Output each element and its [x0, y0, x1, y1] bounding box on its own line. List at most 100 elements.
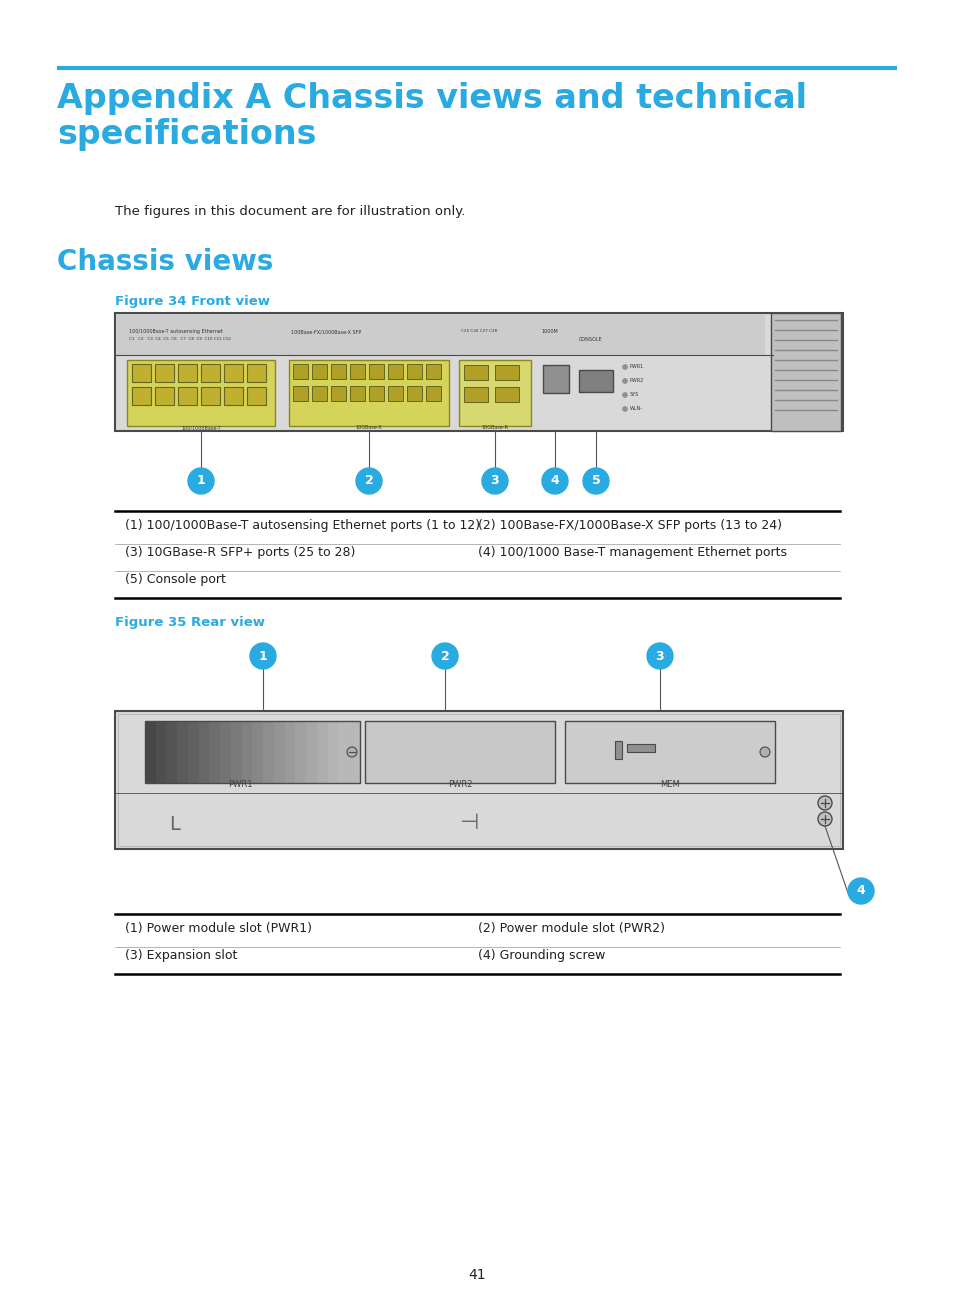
- Bar: [145, 721, 156, 783]
- Circle shape: [646, 643, 672, 669]
- Bar: [338, 721, 350, 783]
- Bar: [178, 388, 196, 404]
- Circle shape: [541, 468, 567, 494]
- Bar: [388, 364, 402, 378]
- Bar: [426, 364, 440, 378]
- Bar: [626, 744, 655, 752]
- Text: 1: 1: [258, 649, 267, 662]
- Text: (2) Power module slot (PWR2): (2) Power module slot (PWR2): [477, 921, 664, 934]
- Bar: [177, 721, 189, 783]
- Bar: [178, 364, 196, 382]
- Circle shape: [622, 407, 627, 412]
- Bar: [369, 386, 384, 400]
- Text: (3) 10GBase-R SFP+ ports (25 to 28): (3) 10GBase-R SFP+ ports (25 to 28): [125, 546, 355, 559]
- Text: specifications: specifications: [57, 118, 316, 152]
- Text: C25 C26 C27 C28: C25 C26 C27 C28: [460, 329, 497, 333]
- Text: 5: 5: [591, 474, 599, 487]
- Bar: [564, 721, 774, 783]
- Circle shape: [817, 796, 831, 810]
- Text: PWR2: PWR2: [447, 780, 472, 789]
- Text: MEM: MEM: [659, 780, 679, 789]
- Text: 1: 1: [196, 474, 205, 487]
- Bar: [331, 364, 346, 378]
- Bar: [328, 721, 339, 783]
- Bar: [306, 721, 317, 783]
- Text: 1000M: 1000M: [540, 329, 558, 334]
- Text: PWR1: PWR1: [228, 780, 253, 789]
- Bar: [201, 388, 220, 404]
- Bar: [295, 721, 307, 783]
- Bar: [388, 386, 402, 400]
- Text: 100/1000Base-T autosensing Ethernet: 100/1000Base-T autosensing Ethernet: [129, 329, 223, 334]
- Circle shape: [481, 468, 507, 494]
- Bar: [132, 388, 151, 404]
- Text: 3: 3: [490, 474, 498, 487]
- Bar: [145, 721, 359, 783]
- Bar: [369, 364, 384, 378]
- Circle shape: [760, 746, 769, 757]
- Circle shape: [188, 468, 213, 494]
- Bar: [426, 386, 440, 400]
- Bar: [463, 365, 488, 380]
- Text: 10GBase-X: 10GBase-X: [355, 425, 382, 430]
- Bar: [316, 721, 329, 783]
- Text: 2: 2: [364, 474, 373, 487]
- Circle shape: [817, 813, 831, 826]
- Text: 41: 41: [468, 1267, 485, 1282]
- Bar: [198, 721, 211, 783]
- Bar: [312, 386, 327, 400]
- Text: (4) Grounding screw: (4) Grounding screw: [477, 949, 605, 962]
- Text: PWR2: PWR2: [629, 378, 643, 384]
- Circle shape: [355, 468, 381, 494]
- Bar: [201, 364, 220, 382]
- Bar: [118, 714, 840, 846]
- Text: L: L: [170, 815, 180, 835]
- Bar: [770, 314, 841, 432]
- Bar: [132, 364, 151, 382]
- Text: Figure 34 Front view: Figure 34 Front view: [115, 295, 270, 308]
- Bar: [154, 364, 173, 382]
- Text: (3) Expansion slot: (3) Expansion slot: [125, 949, 237, 962]
- Bar: [155, 721, 168, 783]
- Text: 100/1000Base-T: 100/1000Base-T: [181, 425, 220, 430]
- Text: (4) 100/1000 Base-T management Ethernet ports: (4) 100/1000 Base-T management Ethernet …: [477, 546, 786, 559]
- Bar: [312, 364, 327, 378]
- Text: (1) Power module slot (PWR1): (1) Power module slot (PWR1): [125, 921, 312, 934]
- Text: CONSOLE: CONSOLE: [578, 337, 602, 342]
- Bar: [331, 386, 346, 400]
- Bar: [263, 721, 274, 783]
- Bar: [188, 721, 199, 783]
- Bar: [615, 741, 621, 759]
- Bar: [224, 364, 243, 382]
- Bar: [495, 365, 518, 380]
- Bar: [365, 721, 555, 783]
- Text: ⊣: ⊣: [458, 813, 478, 833]
- Bar: [115, 712, 842, 849]
- Circle shape: [432, 643, 457, 669]
- Text: Figure 35 Rear view: Figure 35 Rear view: [115, 616, 265, 629]
- Text: Appendix A Chassis views and technical: Appendix A Chassis views and technical: [57, 82, 806, 115]
- Bar: [407, 386, 421, 400]
- Circle shape: [622, 393, 627, 398]
- Bar: [349, 721, 360, 783]
- Bar: [224, 388, 243, 404]
- Bar: [407, 364, 421, 378]
- Bar: [284, 721, 296, 783]
- Bar: [542, 365, 568, 393]
- Bar: [167, 721, 178, 783]
- Bar: [253, 721, 264, 783]
- Text: (1) 100/1000Base-T autosensing Ethernet ports (1 to 12): (1) 100/1000Base-T autosensing Ethernet …: [125, 518, 479, 531]
- Text: (2) 100Base-FX/1000Base-X SFP ports (13 to 24): (2) 100Base-FX/1000Base-X SFP ports (13 …: [477, 518, 781, 531]
- Text: PWR1: PWR1: [629, 364, 643, 369]
- Circle shape: [622, 364, 627, 369]
- Bar: [115, 314, 842, 432]
- Bar: [210, 721, 221, 783]
- Bar: [127, 360, 274, 426]
- Bar: [578, 369, 613, 391]
- Text: C1   C2   C3  C4  C5  C6   C7  C8  C9  C10 C11 C12: C1 C2 C3 C4 C5 C6 C7 C8 C9 C10 C11 C12: [129, 337, 231, 341]
- Bar: [289, 360, 449, 426]
- Text: 100Base-FX/1000Base-X SFP: 100Base-FX/1000Base-X SFP: [291, 329, 361, 334]
- Bar: [247, 364, 266, 382]
- Bar: [231, 721, 242, 783]
- Circle shape: [250, 643, 275, 669]
